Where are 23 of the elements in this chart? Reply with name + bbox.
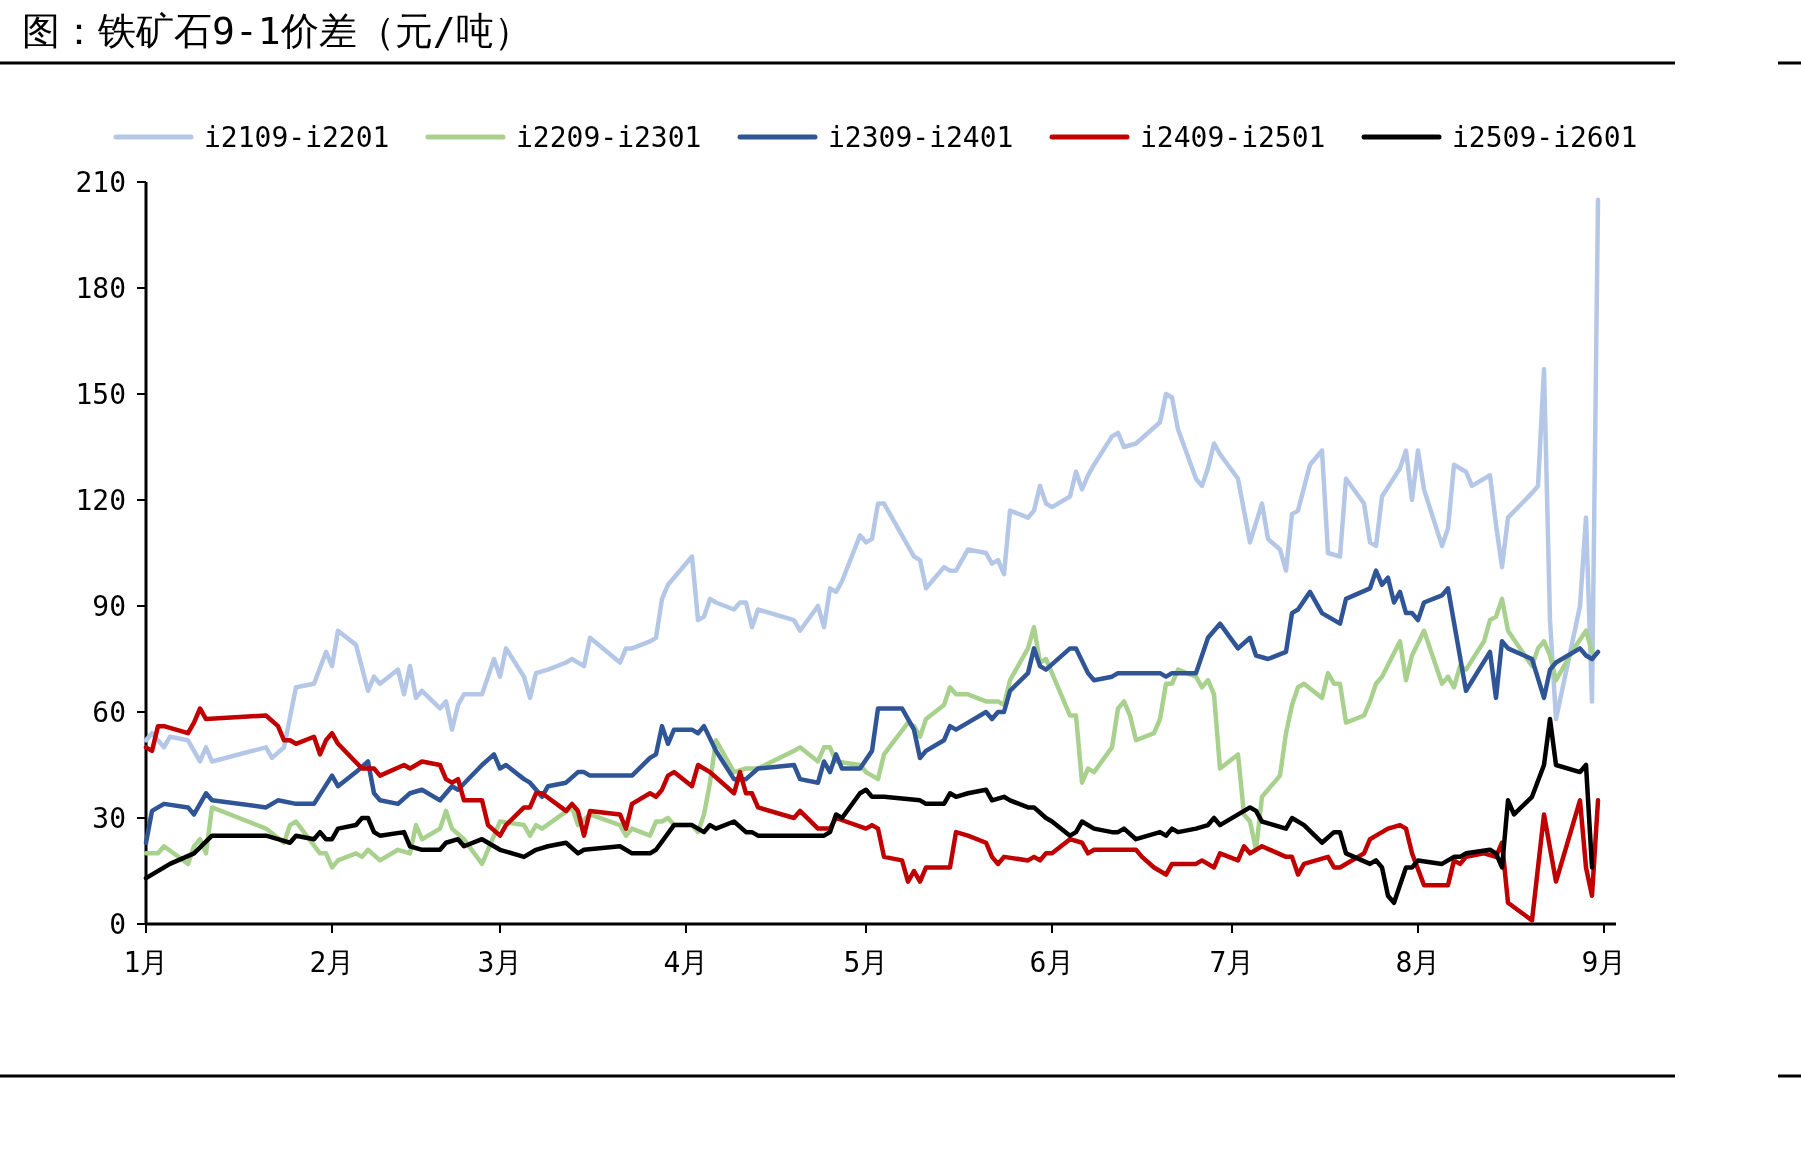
legend-label: i2209-i2301 [516, 120, 702, 154]
x-tick-label: 6月 [1029, 946, 1075, 979]
legend-label: i2409-i2501 [1140, 120, 1326, 154]
y-tick-label: 0 [109, 907, 126, 941]
chart-title: 图：铁矿石9-1价差（元/吨） [22, 9, 532, 53]
y-tick-label: 210 [75, 165, 126, 199]
y-tick-label: 150 [75, 377, 126, 411]
y-tick-label: 60 [92, 695, 126, 729]
x-tick-label: 5月 [843, 946, 889, 979]
x-tick-label: 7月 [1209, 946, 1255, 979]
x-tick-label: 1月 [123, 946, 169, 979]
x-tick-label: 3月 [477, 946, 523, 979]
x-tick-label: 9月 [1581, 946, 1627, 979]
y-tick-label: 30 [92, 801, 126, 835]
y-tick-label: 90 [92, 589, 126, 623]
x-tick-label: 8月 [1395, 946, 1441, 979]
y-tick-label: 180 [75, 271, 126, 305]
legend-label: i2109-i2201 [204, 120, 390, 154]
x-tick-label: 2月 [309, 946, 355, 979]
legend-label: i2309-i2401 [828, 120, 1014, 154]
y-tick-label: 120 [75, 483, 126, 517]
legend-label: i2509-i2601 [1452, 120, 1638, 154]
x-tick-label: 4月 [663, 946, 709, 979]
